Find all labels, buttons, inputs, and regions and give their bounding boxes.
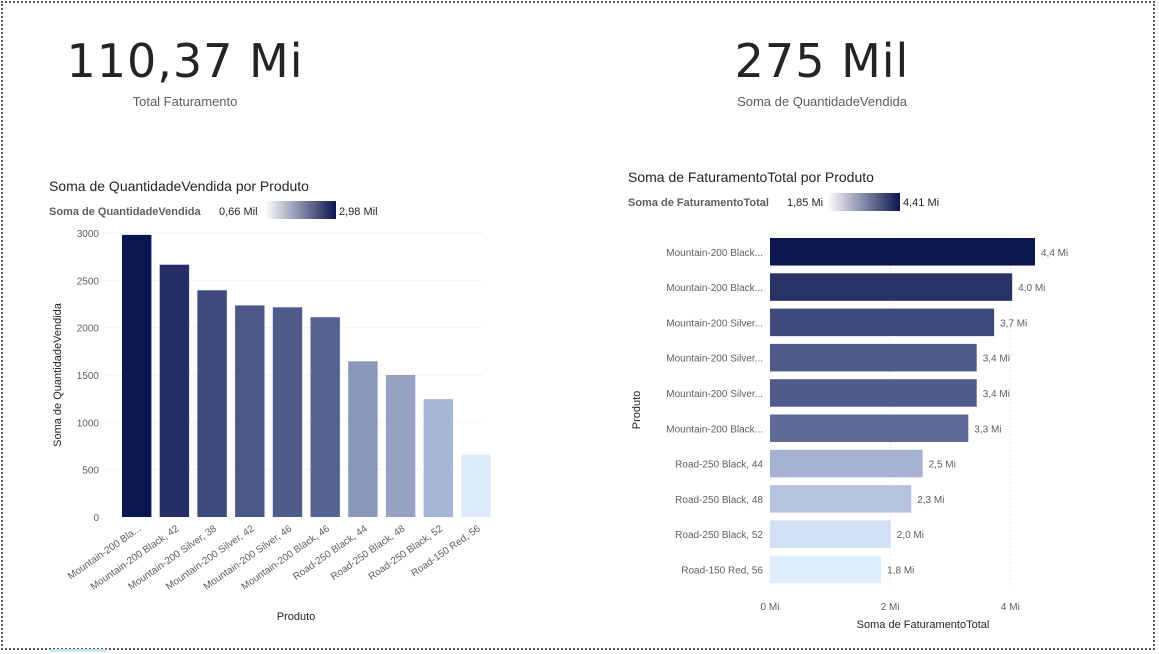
bar[interactable] <box>770 520 891 548</box>
x-axis-title: Soma de FaturamentoTotal <box>857 619 990 631</box>
card-quantidade-label: Soma de QuantidadeVendida <box>737 94 907 109</box>
data-label: 2,0 Mi <box>897 530 924 541</box>
y-tick-label: Road-150 Red, 56 <box>681 565 763 576</box>
bar[interactable] <box>770 449 923 478</box>
y-axis-title: Produto <box>631 391 643 430</box>
chart-title: Soma de QuantidadeVendida por Produto <box>49 178 309 194</box>
bar[interactable] <box>770 308 995 337</box>
bar[interactable] <box>770 343 977 372</box>
y-tick-label: Road-250 Black, 52 <box>675 530 763 541</box>
legend-min: 1,85 Mi <box>787 197 823 209</box>
legend-label: Soma de QuantidadeVendida <box>49 206 201 218</box>
horizontal-bar-chart: Soma de FaturamentoTotal por Produto Som… <box>628 169 1068 631</box>
x-axis-title: Produto <box>277 611 316 623</box>
bar[interactable] <box>770 379 977 407</box>
y-tick-label: Mountain-200 Black... <box>666 424 763 435</box>
y-tick-label: Road-250 Black, 44 <box>675 460 763 471</box>
bar[interactable] <box>197 290 227 517</box>
data-label: 4,4 Mi <box>1041 248 1068 259</box>
page-indicator <box>50 649 106 652</box>
bar[interactable] <box>159 264 190 517</box>
y-tick-label: Mountain-200 Black... <box>666 248 763 259</box>
bar[interactable] <box>423 399 454 517</box>
data-label: 2,3 Mi <box>917 495 944 506</box>
data-label: 3,4 Mi <box>983 354 1010 365</box>
bar[interactable] <box>770 555 882 584</box>
legend-gradient <box>827 193 900 211</box>
y-tick-label: 0 <box>93 513 99 524</box>
x-tick-label: 4 Mi <box>1001 602 1020 613</box>
bar[interactable] <box>235 305 265 517</box>
x-tick-label: Road-150 Red, 56 <box>409 523 483 579</box>
data-label: 2,5 Mi <box>929 460 956 471</box>
bar[interactable] <box>310 317 340 517</box>
legend-label: Soma de FaturamentoTotal <box>628 197 769 209</box>
x-tick-label: 0 Mi <box>761 602 780 613</box>
legend-gradient <box>265 201 336 219</box>
vertical-bar-chart: Soma de QuantidadeVendida por Produto So… <box>49 178 491 623</box>
card-total-faturamento-label: Total Faturamento <box>132 94 238 109</box>
bar[interactable] <box>770 238 1035 266</box>
bar[interactable] <box>385 375 416 517</box>
data-label: 4,0 Mi <box>1018 283 1045 294</box>
x-tick-label: 2 Mi <box>881 602 900 613</box>
legend-min: 0,66 Mil <box>219 206 258 218</box>
y-tick-label: 500 <box>82 466 99 477</box>
data-label: 3,7 Mi <box>1000 318 1027 329</box>
legend-max: 2,98 Mil <box>339 206 378 218</box>
chart-title: Soma de FaturamentoTotal por Produto <box>628 169 874 185</box>
y-tick-label: Mountain-200 Silver... <box>666 389 763 400</box>
bar[interactable] <box>461 454 491 517</box>
bar[interactable] <box>348 361 378 517</box>
legend-max: 4,41 Mi <box>903 197 939 209</box>
bar[interactable] <box>770 485 912 513</box>
bar[interactable] <box>272 307 303 517</box>
y-tick-label: 3000 <box>77 229 100 240</box>
y-tick-label: Mountain-200 Silver... <box>666 354 763 365</box>
y-tick-label: Road-250 Black, 48 <box>675 495 763 506</box>
bar[interactable] <box>770 273 1013 301</box>
bar[interactable] <box>122 234 152 517</box>
y-tick-label: Mountain-200 Black... <box>666 283 763 294</box>
y-tick-label: 2000 <box>77 324 100 335</box>
bar[interactable] <box>770 414 969 443</box>
y-tick-label: 2500 <box>77 276 100 287</box>
y-axis-title: Soma de QuantidadeVendida <box>52 302 64 447</box>
data-label: 3,4 Mi <box>983 389 1010 400</box>
data-label: 3,3 Mi <box>974 424 1001 435</box>
y-tick-label: Mountain-200 Silver... <box>666 318 763 329</box>
card-quantidade-value: 275 Mil <box>734 34 910 88</box>
card-total-faturamento-value: 110,37 Mi <box>66 34 304 88</box>
y-tick-label: 1500 <box>77 371 100 382</box>
y-tick-label: 1000 <box>77 418 100 429</box>
data-label: 1,8 Mi <box>887 565 914 576</box>
